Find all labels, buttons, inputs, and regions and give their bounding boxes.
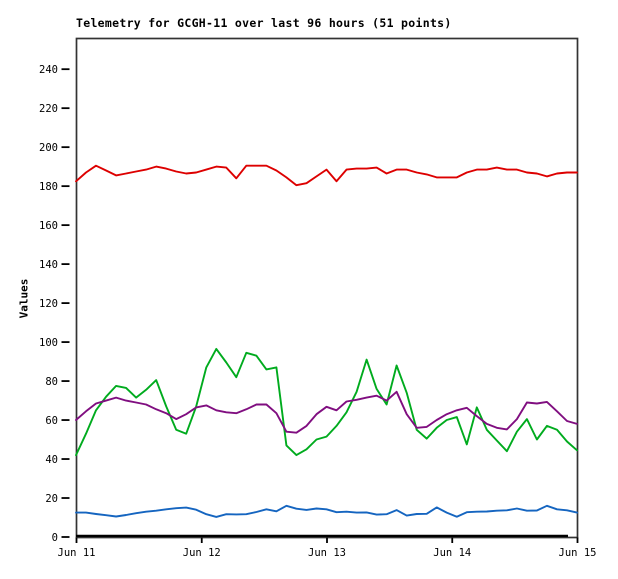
y-tick-label: 220 [39,103,58,115]
x-tick-label: Jun 12 [183,547,221,559]
y-tick-label: 200 [39,142,58,154]
y-tick-label: 160 [39,220,58,232]
x-tick-label: Jun 15 [559,547,597,559]
y-tick-label: 140 [39,259,58,271]
x-tick-label: Jun 14 [433,547,471,559]
y-tick-label: 180 [39,181,58,193]
series-blue-line [75,504,578,518]
y-tick-label: 240 [39,64,58,76]
y-tick-label: 60 [45,415,58,427]
series-red-line [75,164,578,187]
y-tick-label: 80 [45,376,58,388]
series-green-line [75,347,578,457]
chart-title: Telemetry for GCGH-11 over last 96 hours… [76,16,452,30]
plot-border [75,37,579,539]
series-purple-line [75,390,578,434]
x-tick-label: Jun 13 [308,547,346,559]
y-tick-label: 20 [45,493,58,505]
y-tick-label: 100 [39,337,58,349]
y-tick-label: 40 [45,454,58,466]
y-tick-label: 120 [39,298,58,310]
y-tick-label: 0 [52,532,58,544]
x-tick-label: Jun 11 [58,547,96,559]
